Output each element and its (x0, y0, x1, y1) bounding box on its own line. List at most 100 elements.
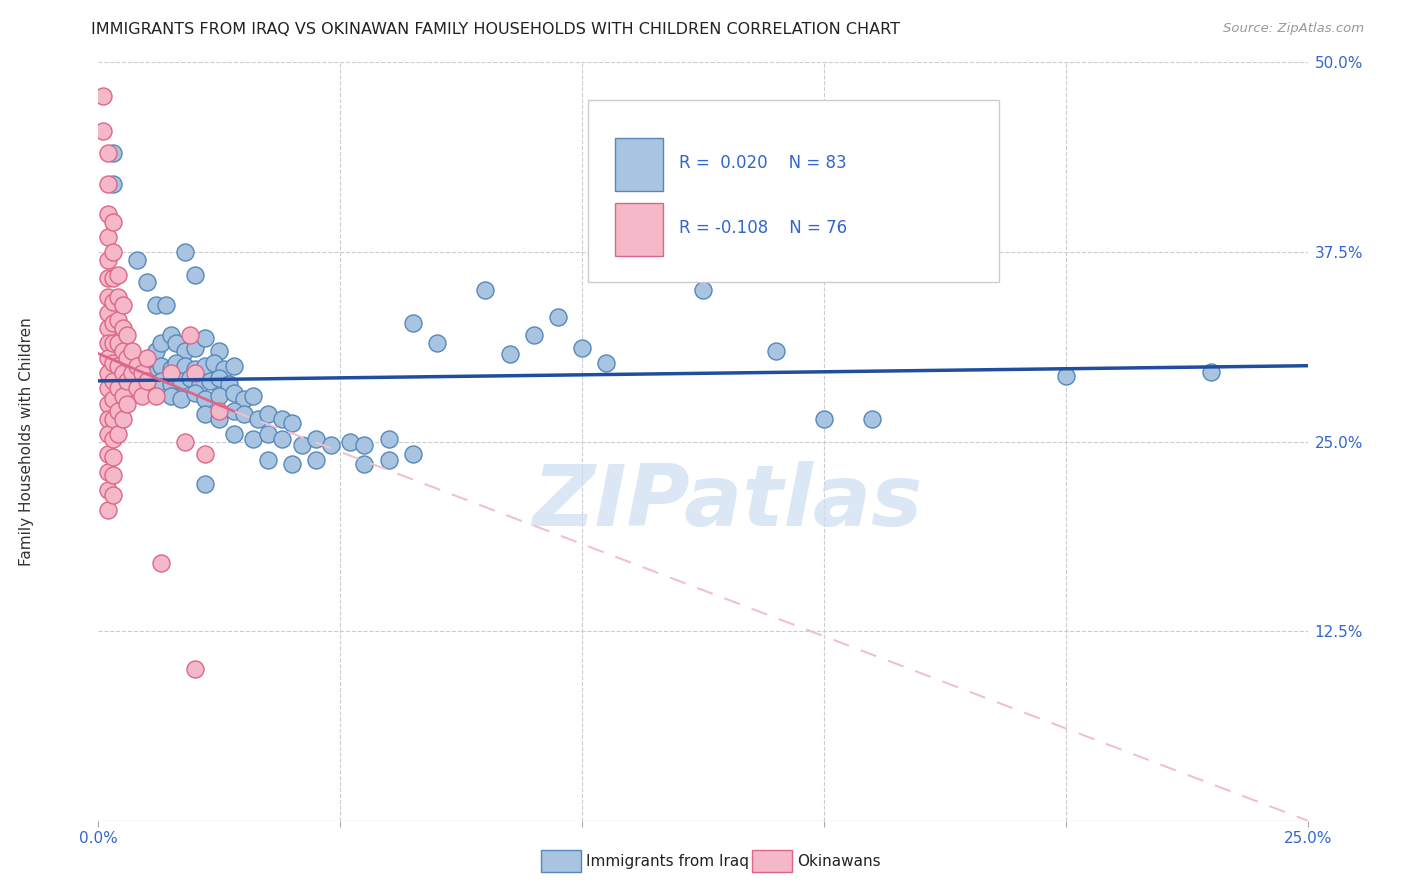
Point (101, 467, 124, 482)
Point (131, 366, 153, 380)
Point (160, 389, 183, 403)
Point (184, 268, 207, 282)
Point (121, 366, 143, 380)
Point (145, 366, 167, 380)
Point (247, 412, 270, 426)
FancyBboxPatch shape (588, 101, 1000, 282)
Point (222, 359, 245, 373)
Point (194, 447, 217, 461)
Point (127, 252, 149, 267)
Text: R = -0.108    N = 76: R = -0.108 N = 76 (679, 219, 846, 236)
Point (212, 361, 235, 376)
Y-axis label: Family Households with Children: Family Households with Children (18, 318, 34, 566)
Point (101, 316, 124, 330)
Point (145, 389, 167, 403)
Point (692, 283, 714, 297)
Point (547, 310, 569, 325)
Point (184, 341, 207, 355)
Point (160, 366, 183, 380)
Point (101, 335, 124, 350)
Point (208, 371, 231, 385)
Point (194, 331, 217, 345)
Point (97, 412, 120, 426)
Point (194, 407, 217, 421)
Point (135, 374, 157, 388)
Point (377, 432, 399, 446)
Point (150, 359, 173, 373)
Point (111, 412, 134, 426)
Point (165, 335, 187, 350)
Bar (614, 138, 664, 191)
Point (377, 452, 399, 467)
Point (97, 427, 120, 442)
Point (117, 351, 139, 366)
Point (101, 270, 124, 285)
Text: IMMIGRANTS FROM IRAQ VS OKINAWAN FAMILY HOUSEHOLDS WITH CHILDREN CORRELATION CHA: IMMIGRANTS FROM IRAQ VS OKINAWAN FAMILY … (91, 22, 900, 37)
Point (150, 556, 173, 570)
Point (208, 404, 231, 418)
Point (198, 374, 221, 388)
Point (107, 382, 129, 396)
Point (111, 389, 134, 403)
Point (523, 328, 546, 343)
Point (860, 412, 883, 426)
Point (97, 229, 120, 244)
Point (107, 427, 129, 442)
Point (121, 343, 143, 358)
Point (1199, 365, 1222, 379)
Point (97, 252, 120, 267)
Point (150, 335, 173, 350)
Point (571, 341, 593, 355)
Point (426, 335, 449, 350)
Point (101, 177, 124, 191)
Point (127, 359, 149, 373)
Point (101, 356, 124, 370)
Point (101, 146, 124, 161)
Point (402, 447, 425, 461)
Point (101, 244, 124, 259)
Point (339, 434, 361, 449)
Point (619, 169, 641, 184)
Point (97, 270, 120, 285)
Point (208, 343, 231, 358)
Point (97, 291, 120, 305)
Point (232, 392, 254, 406)
Point (271, 412, 294, 426)
Point (111, 343, 134, 358)
Point (97, 396, 120, 410)
Point (184, 386, 207, 401)
Point (101, 432, 124, 446)
Point (498, 346, 520, 360)
Point (169, 392, 191, 406)
Point (97, 177, 120, 191)
Point (204, 356, 226, 370)
Point (117, 374, 139, 388)
Point (101, 450, 124, 464)
Point (179, 371, 201, 385)
Point (135, 275, 157, 289)
Point (127, 382, 149, 396)
Text: ZIPatlas: ZIPatlas (531, 460, 922, 544)
Point (222, 386, 245, 401)
Point (194, 359, 217, 373)
Point (97, 382, 120, 396)
Point (174, 244, 197, 259)
Point (97, 335, 120, 350)
Point (107, 313, 129, 327)
Point (174, 359, 197, 373)
Point (107, 268, 129, 282)
Point (232, 407, 254, 421)
Point (97, 465, 120, 479)
Point (305, 432, 328, 446)
Point (319, 437, 342, 451)
Point (256, 452, 278, 467)
Point (208, 389, 231, 403)
Point (1054, 369, 1077, 384)
Point (281, 458, 304, 472)
Point (107, 291, 129, 305)
Point (179, 328, 201, 343)
Point (474, 283, 496, 297)
Point (101, 487, 124, 501)
Point (353, 437, 375, 451)
Point (165, 356, 187, 370)
